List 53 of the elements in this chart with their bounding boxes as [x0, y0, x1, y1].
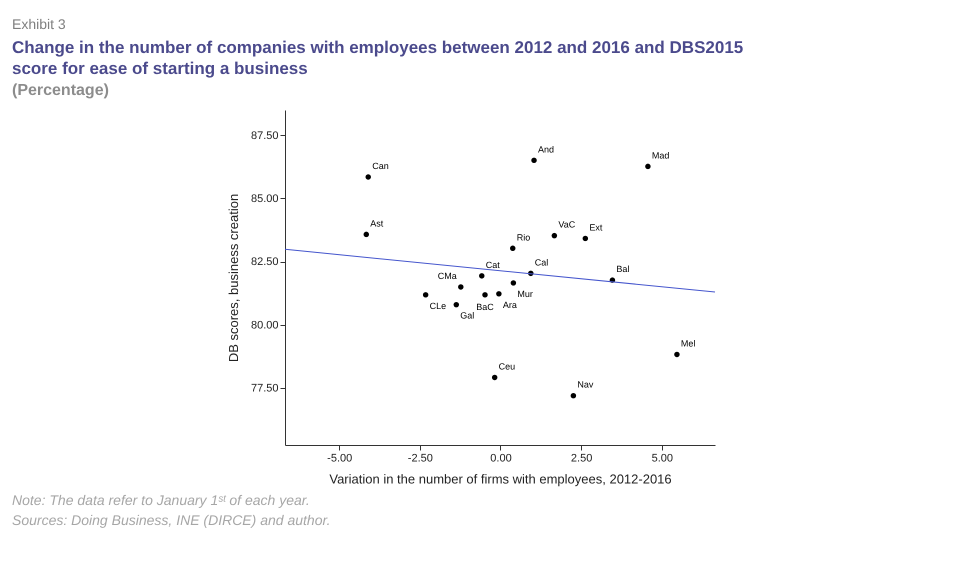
- x-axis-title: Variation in the number of firms with employees, 2012-2016: [329, 472, 672, 486]
- y-tick-label: 80.00: [250, 319, 278, 332]
- x-tick-label: 0.00: [490, 452, 512, 464]
- annotation: Ara: [502, 300, 517, 310]
- text: Note: The data refer to January 1ˢᵗ of each year.: [12, 492, 310, 508]
- annotation: VaC: [558, 220, 576, 230]
- text: Exhibit 3: [12, 16, 66, 32]
- point: [510, 280, 516, 286]
- point: [365, 174, 371, 180]
- annotation: Gal: [460, 310, 474, 321]
- point: [422, 292, 428, 298]
- point: [645, 164, 651, 170]
- annotation: Ext: [589, 222, 603, 232]
- annotation: Nav: [577, 380, 594, 390]
- x-tick-label: -5.00: [327, 452, 352, 464]
- point: [479, 273, 485, 279]
- annotation: CMa: [438, 270, 457, 281]
- point: [570, 392, 576, 398]
- text: (Percentage): [12, 82, 109, 99]
- annotation: Mur: [517, 288, 533, 299]
- y-tick-label: 82.50: [250, 256, 278, 268]
- point: [552, 232, 558, 238]
- annotation: Bal: [616, 264, 630, 274]
- point: [482, 292, 488, 298]
- annotation: Cat: [486, 260, 500, 270]
- annotation: And: [538, 144, 554, 154]
- y-tick-label: 77.50: [250, 382, 278, 395]
- x-tick-label: -2.50: [408, 452, 433, 464]
- annotation: Can: [372, 161, 389, 171]
- annotation: Ast: [370, 218, 384, 228]
- x-tick-label: 2.50: [570, 452, 592, 464]
- x-tick-label: 5.00: [652, 452, 673, 464]
- y-tick-label: 87.50: [250, 130, 278, 142]
- point: [492, 374, 498, 380]
- point: [364, 232, 370, 238]
- annotation: Mad: [652, 150, 670, 160]
- point: [531, 158, 537, 164]
- annotation: BaC: [476, 302, 494, 312]
- annotation: CLe: [430, 300, 446, 311]
- y-axis-title: DB scores, business creation: [226, 194, 241, 362]
- y-tick-label: 85.00: [250, 192, 278, 205]
- source-note: Sources: Doing Business, INE (DIRCE) and author.: [12, 512, 331, 528]
- point: [674, 352, 680, 358]
- annotation: Cal: [534, 257, 548, 268]
- annotation: Ceu: [498, 361, 516, 372]
- annotation: Mel: [680, 338, 696, 348]
- point: [582, 236, 588, 242]
- annotation: Rio: [516, 232, 530, 242]
- point: [458, 284, 464, 290]
- point: [454, 302, 460, 308]
- point: [496, 291, 502, 297]
- chart-title: Change in the number of companies with employees between 2012 and 2016 and DBS2015 score for ease of starting a business: [12, 38, 744, 78]
- point: [510, 246, 516, 252]
